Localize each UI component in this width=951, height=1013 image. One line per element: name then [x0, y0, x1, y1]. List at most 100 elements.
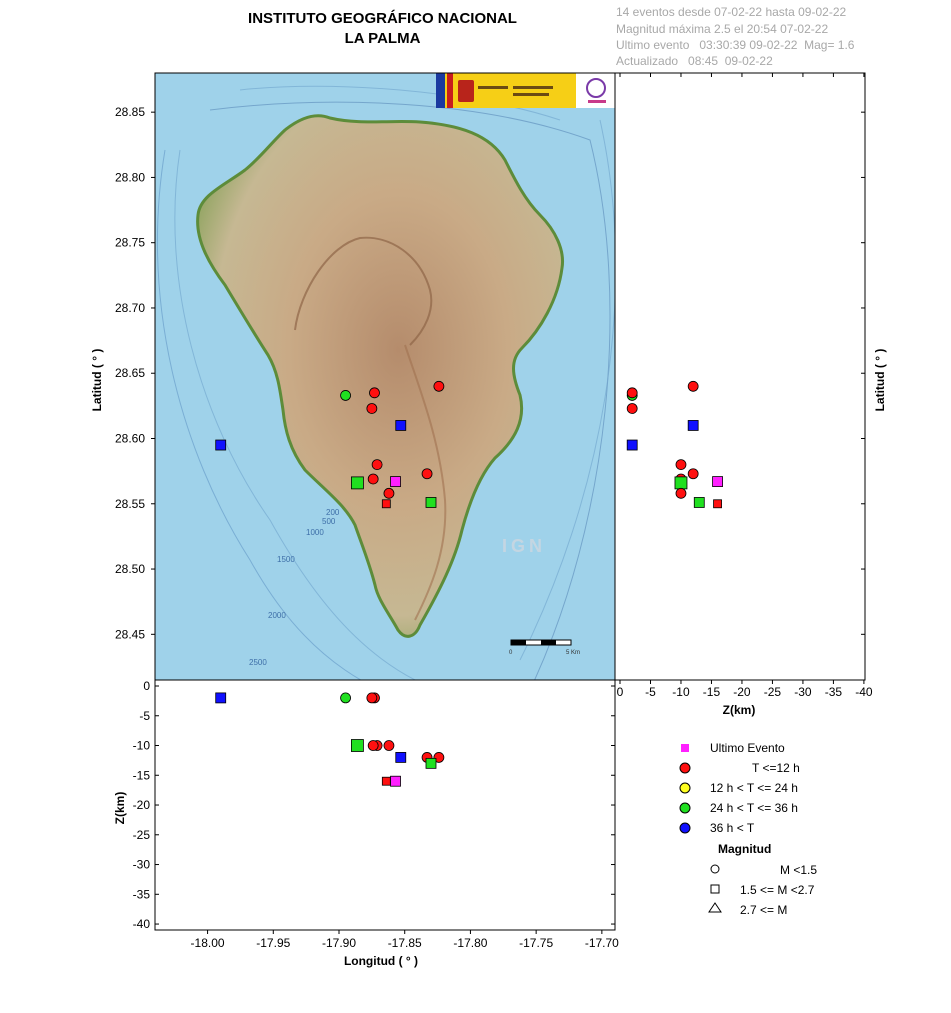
lon-tick-label: -17.90	[322, 936, 356, 950]
bottom-depth-tick-label: -5	[139, 709, 150, 723]
bottom-depth-tick-label: -25	[133, 828, 151, 842]
bathymetry-contours	[157, 85, 615, 680]
island-shape	[196, 114, 565, 638]
legend-time-label: 36 h < T	[710, 821, 755, 835]
depth-latitude-marker	[675, 487, 687, 499]
bottom-depth-tick-label: -20	[133, 798, 151, 812]
legend-time-marker	[679, 762, 691, 774]
triangle-icon	[708, 902, 722, 913]
longitude-depth-marker	[215, 692, 227, 704]
page-title: INSTITUTO GEOGRÁFICO NACIONAL	[248, 10, 517, 27]
depth-tick-label: -35	[825, 685, 843, 699]
depth-latitude-marker	[675, 459, 687, 471]
depth-tick-label: 0	[617, 685, 624, 699]
depth-tick-label: -40	[855, 685, 873, 699]
cumbre-vieja-ridge	[404, 344, 447, 621]
info-event-count: 14 eventos desde 07-02-22 hasta 09-02-22	[616, 5, 847, 19]
depth-tick-label: -25	[764, 685, 782, 699]
caldera-ridge	[294, 236, 433, 346]
bottom-xlabel: Longitud ( ° )	[344, 954, 418, 968]
scale-label-start: 0	[509, 650, 513, 656]
map-event-marker	[350, 476, 364, 490]
bottom-depth-tick-label: 0	[143, 679, 150, 693]
lon-tick-label: -17.95	[256, 936, 290, 950]
longitude-depth-marker	[367, 740, 379, 751]
depth-latitude-panel	[614, 72, 866, 681]
depth-latitude-marker	[713, 499, 722, 509]
page-subtitle: LA PALMA	[344, 30, 421, 47]
map-event-marker	[381, 499, 391, 509]
scale-label-end: 5 Km	[566, 650, 580, 656]
bottom-ylabel: Z(km)	[113, 792, 127, 825]
depth-latitude-marker	[687, 380, 699, 392]
longitude-depth-marker	[366, 692, 378, 704]
lat-tick-label: 28.45	[115, 627, 145, 641]
depth-latitude-marker	[626, 403, 638, 414]
legend-time-label: 24 h < T <= 36 h	[710, 801, 798, 815]
lon-tick-label: -17.70	[585, 936, 619, 950]
map-event-marker	[421, 468, 433, 480]
map-event-marker	[383, 487, 395, 499]
lon-tick-label: -18.00	[191, 936, 225, 950]
map-event-marker	[369, 387, 380, 399]
contour-label: 2500	[249, 658, 267, 667]
legend: Ultimo Evento T <=12 h 12 h < T <= 24 h …	[679, 741, 817, 917]
map-event-marker	[215, 439, 227, 451]
institution-logo	[436, 73, 615, 108]
contour-label: 2000	[268, 611, 286, 620]
contour-labels: 200 500 1000 1500 2000 2500	[249, 508, 340, 667]
depth-tick-label: -5	[645, 685, 656, 699]
map-event-marker	[425, 497, 437, 508]
lat-tick-label: 28.60	[115, 432, 145, 446]
depth-tick-label: -15	[703, 685, 721, 699]
bottom-depth-tick-label: -35	[133, 887, 151, 901]
longitude-depth-marker	[383, 740, 395, 751]
map-panel: IGN 200 500 1000 1500 2000 2500 0 5 Km	[154, 72, 616, 681]
lat-tick-label: 28.85	[115, 105, 145, 119]
map-event-marker	[395, 420, 407, 431]
longitude-depth-marker	[425, 757, 437, 769]
longitude-depth-marker	[390, 775, 401, 787]
longitude-depth-panel	[154, 679, 616, 931]
depth-latitude-marker	[626, 439, 638, 451]
lon-tick-label: -17.85	[388, 936, 422, 950]
lat-tick-label: 28.75	[115, 236, 145, 250]
contour-label: 1000	[306, 528, 324, 537]
legend-magnitude-label: 1.5 <= M <2.7	[740, 883, 815, 897]
depth-latitude-marker	[687, 468, 699, 480]
map-event-marker	[390, 476, 401, 487]
map-event-marker	[371, 459, 383, 471]
depth-latitude-marker	[712, 476, 723, 487]
bottom-depth-tick-label: -40	[133, 917, 151, 931]
contour-label: 1500	[277, 555, 295, 564]
info-updated: Actualizado 08:45 09-02-22	[616, 54, 773, 68]
legend-latest-label: Ultimo Evento	[710, 741, 785, 755]
depth-latitude-marker	[687, 420, 699, 431]
lon-tick-label: -17.75	[519, 936, 553, 950]
bottom-depth-tick-label: -15	[133, 768, 151, 782]
square-icon	[710, 884, 720, 894]
contour-label: 200	[326, 508, 340, 517]
legend-time-label: 12 h < T <= 24 h	[710, 781, 798, 795]
info-last-event: Ultimo evento 03:30:39 09-02-22 Mag= 1.6	[616, 38, 855, 52]
map-ylabel: Latitud ( ° )	[90, 349, 104, 412]
legend-time-marker	[679, 802, 691, 814]
lat-tick-label: 28.80	[115, 170, 145, 184]
legend-time-marker	[679, 782, 691, 794]
longitude-depth-marker	[381, 776, 391, 786]
info-max-magnitude: Magnitud máxima 2.5 el 20:54 07-02-22	[616, 22, 829, 36]
legend-latest-marker	[681, 744, 689, 752]
lat-tick-label: 28.50	[115, 562, 145, 576]
map-event-marker	[366, 403, 378, 414]
map-event-marker	[367, 473, 379, 485]
legend-magnitude-label: M <1.5	[780, 863, 817, 877]
scale-bar: 0 5 Km	[509, 639, 580, 656]
legend-magnitude-label: 2.7 <= M	[740, 903, 787, 917]
depth-latitude-marker	[693, 497, 705, 508]
axes: 28.45 28.50 28.55 28.60 28.65 28.70 28.75 28.80…	[115, 73, 873, 950]
longitude-depth-marker	[395, 752, 407, 763]
longitude-depth-marker	[340, 692, 351, 704]
depth-latitude-marker	[626, 387, 638, 399]
depth-tick-label: -10	[672, 685, 690, 699]
